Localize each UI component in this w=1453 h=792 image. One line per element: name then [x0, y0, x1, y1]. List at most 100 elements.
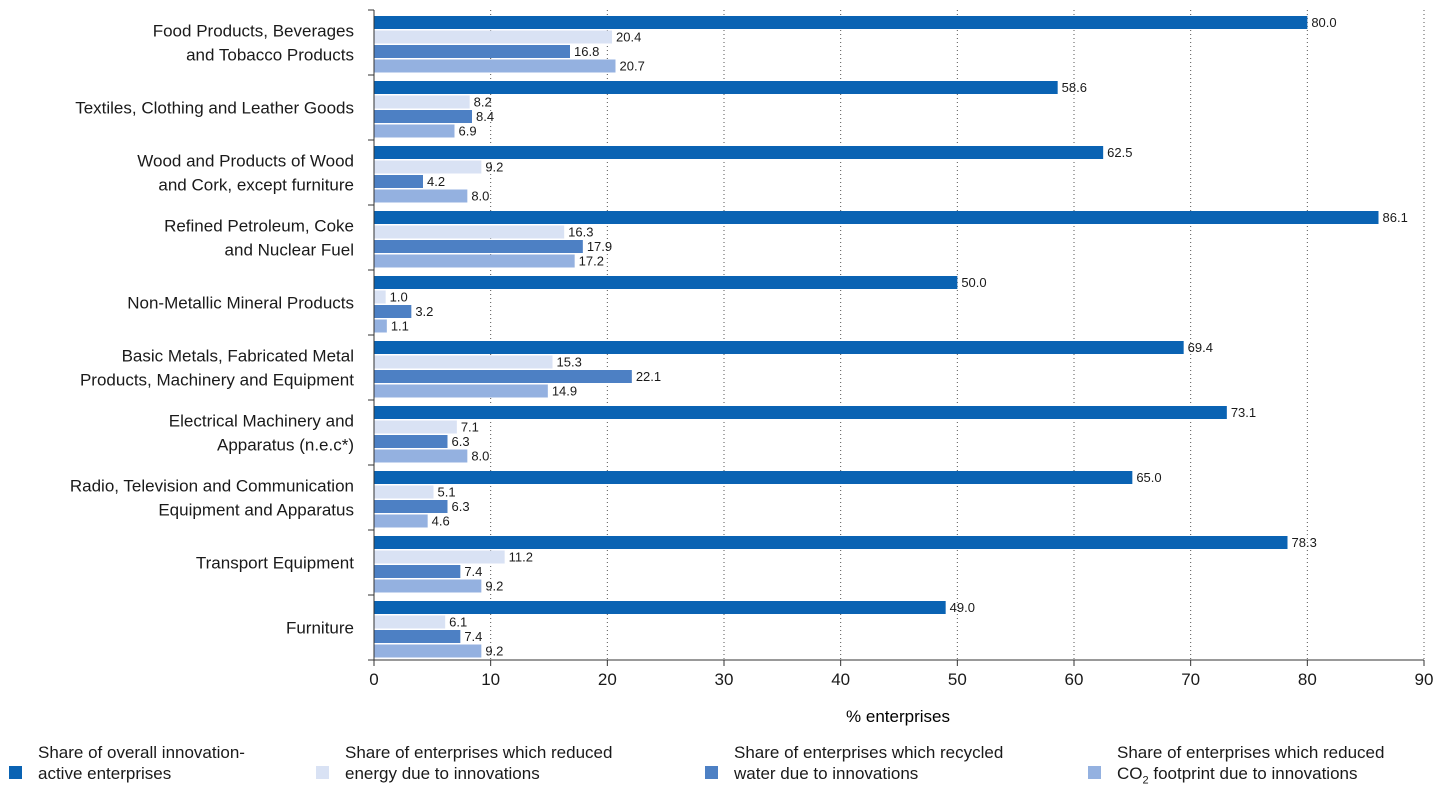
category-label: Electrical Machinery and Apparatus (n.e.c… [169, 412, 354, 455]
data-label: 73.1 [1231, 405, 1256, 420]
bar-refined-petroleum-coke-and-nuclear-fuel-2 [374, 240, 583, 253]
data-label: 9.2 [485, 644, 503, 659]
category-label: Food Products, Beverages and Tobacco Prod… [153, 22, 354, 65]
category-label: Wood and Products of Wood and Cork, excep… [137, 152, 354, 195]
data-label: 7.1 [461, 420, 479, 435]
bar-transport-equipment-3 [374, 579, 482, 593]
bar-wood-and-products-of-wood-and-cork-except-furniture-0 [374, 146, 1104, 159]
bar-electrical-machinery-and-apparatus-n-e-c-1 [374, 420, 457, 434]
legend-label: Share of enterprises which reduced energ… [345, 743, 613, 783]
legend-item-recycled-water: Share of enterprises which recycled wate… [705, 742, 1003, 784]
bar-food-products-beverages-and-tobacco-products-2 [374, 45, 570, 58]
x-axis-label: % enterprises [846, 707, 950, 726]
data-label: 8.2 [474, 95, 492, 110]
category-label: Basic Metals, Fabricated Metal Products, … [80, 347, 354, 390]
bar-non-metallic-mineral-products-1 [374, 290, 386, 304]
bar-textiles-clothing-and-leather-goods-1 [374, 95, 470, 109]
bar-wood-and-products-of-wood-and-cork-except-furniture-3 [374, 189, 468, 203]
data-label: 86.1 [1383, 210, 1408, 225]
legend-swatch [316, 766, 329, 779]
bar-electrical-machinery-and-apparatus-n-e-c-0 [374, 406, 1227, 419]
data-label: 4.6 [432, 514, 450, 529]
bar-basic-metals-fabricated-metal-products-machinery-and-equipment-3 [374, 384, 548, 398]
bar-food-products-beverages-and-tobacco-products-0 [374, 16, 1308, 29]
data-label: 4.2 [427, 174, 445, 189]
category-label: Transport Equipment [196, 554, 354, 573]
data-label: 6.3 [452, 499, 470, 514]
bar-furniture-3 [374, 644, 482, 658]
bar-food-products-beverages-and-tobacco-products-1 [374, 30, 612, 44]
bar-furniture-0 [374, 601, 946, 614]
x-tick-label: 30 [715, 670, 734, 689]
legend-item-innovation-active: Share of overall innovation- active ente… [9, 742, 245, 784]
legend-swatch [705, 766, 718, 779]
bar-basic-metals-fabricated-metal-products-machinery-and-equipment-1 [374, 355, 553, 369]
category-label: Non-Metallic Mineral Products [127, 294, 354, 313]
data-label: 7.4 [464, 564, 482, 579]
data-label: 17.2 [579, 254, 604, 269]
bar-furniture-2 [374, 630, 461, 643]
category-label: Textiles, Clothing and Leather Goods [75, 99, 354, 118]
legend-label: Share of enterprises which reduced CO2 f… [1117, 743, 1385, 787]
bar-transport-equipment-1 [374, 550, 505, 564]
data-label: 5.1 [438, 485, 456, 500]
bar-non-metallic-mineral-products-0 [374, 276, 958, 289]
data-label: 58.6 [1062, 80, 1087, 95]
bar-wood-and-products-of-wood-and-cork-except-furniture-1 [374, 160, 482, 174]
data-label: 9.2 [485, 579, 503, 594]
legend-swatch [1088, 766, 1101, 779]
gridlines [490, 10, 1425, 660]
data-label: 8.0 [471, 449, 489, 464]
data-label: 50.0 [961, 275, 986, 290]
data-label: 6.1 [449, 615, 467, 630]
bar-non-metallic-mineral-products-2 [374, 305, 412, 318]
data-label: 7.4 [464, 629, 482, 644]
data-label: 20.7 [620, 59, 645, 74]
bar-textiles-clothing-and-leather-goods-0 [374, 81, 1058, 94]
bar-refined-petroleum-coke-and-nuclear-fuel-0 [374, 211, 1379, 224]
category-label: Radio, Television and Communication Equip… [70, 477, 354, 520]
x-tick-label: 90 [1415, 670, 1434, 689]
data-label: 16.3 [568, 225, 593, 240]
bar-textiles-clothing-and-leather-goods-3 [374, 124, 455, 138]
legend-item-reduced-co2: Share of enterprises which reduced CO2 f… [1088, 742, 1384, 791]
bar-basic-metals-fabricated-metal-products-machinery-and-equipment-0 [374, 341, 1184, 354]
bar-transport-equipment-2 [374, 565, 461, 578]
data-label: 3.2 [415, 304, 433, 319]
axes: Food Products, Beverages and Tobacco Prod… [70, 9, 1434, 689]
data-label: 9.2 [485, 160, 503, 175]
x-tick-label: 20 [598, 670, 617, 689]
data-label: 8.4 [476, 109, 494, 124]
data-label: 1.0 [390, 290, 408, 305]
bar-wood-and-products-of-wood-and-cork-except-furniture-2 [374, 175, 423, 188]
legend-swatch [9, 766, 22, 779]
data-label: 15.3 [557, 355, 582, 370]
legend-item-reduced-energy: Share of enterprises which reduced energ… [316, 742, 612, 784]
bar-electrical-machinery-and-apparatus-n-e-c-3 [374, 449, 468, 463]
data-label: 8.0 [471, 189, 489, 204]
bar-furniture-1 [374, 615, 446, 629]
bars: 80.0 20.4 16.8 20.7 58.6 8.28.46.9 62.5 9.2 4.2 8… [374, 15, 1408, 659]
data-label: 49.0 [950, 600, 975, 615]
x-tick-label: 50 [948, 670, 967, 689]
data-label: 78.3 [1292, 535, 1317, 550]
bar-radio-television-and-communication-equipment-and-apparatus-3 [374, 514, 428, 528]
x-tick-label: 10 [481, 670, 500, 689]
bar-chart: 80.0 20.4 16.8 20.7 58.6 8.28.46.9 62.5 9.2 4.2 8… [70, 9, 1434, 726]
x-tick-label: 70 [1181, 670, 1200, 689]
bar-radio-television-and-communication-equipment-and-apparatus-1 [374, 485, 434, 499]
data-label: 6.3 [452, 434, 470, 449]
data-label: 69.4 [1188, 340, 1213, 355]
data-label: 11.2 [509, 550, 533, 565]
bar-basic-metals-fabricated-metal-products-machinery-and-equipment-2 [374, 370, 632, 383]
data-label: 6.9 [459, 124, 477, 139]
data-label: 14.9 [552, 384, 577, 399]
bar-textiles-clothing-and-leather-goods-2 [374, 110, 472, 123]
data-label: 80.0 [1311, 15, 1336, 30]
data-label: 62.5 [1107, 145, 1132, 160]
category-label: Furniture [286, 619, 354, 638]
x-tick-label: 60 [1065, 670, 1084, 689]
x-tick-label: 80 [1298, 670, 1317, 689]
x-tick-label: 0 [369, 670, 378, 689]
bar-non-metallic-mineral-products-3 [374, 319, 387, 333]
